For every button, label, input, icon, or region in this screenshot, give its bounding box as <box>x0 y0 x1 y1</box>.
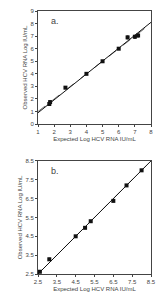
svg-text:8: 8 <box>149 129 153 135</box>
svg-text:7.5: 7.5 <box>25 177 34 183</box>
svg-text:3: 3 <box>30 83 34 89</box>
svg-text:5: 5 <box>30 58 34 64</box>
svg-text:7: 7 <box>133 129 137 135</box>
svg-text:5.5: 5.5 <box>25 215 34 221</box>
svg-text:6: 6 <box>30 46 34 52</box>
svg-text:2.5: 2.5 <box>25 271 34 277</box>
svg-text:b.: b. <box>51 166 59 176</box>
svg-text:4.5: 4.5 <box>25 233 34 239</box>
svg-text:0: 0 <box>30 121 34 127</box>
svg-text:8.5: 8.5 <box>25 158 34 164</box>
svg-text:1: 1 <box>30 109 34 115</box>
svg-text:6: 6 <box>117 129 121 135</box>
svg-text:5.5: 5.5 <box>90 279 99 285</box>
svg-text:a.: a. <box>51 16 59 26</box>
svg-text:2: 2 <box>52 129 56 135</box>
svg-text:Expected Log HCV RNA IU/mL: Expected Log HCV RNA IU/mL <box>53 136 136 142</box>
svg-text:8: 8 <box>30 21 34 27</box>
svg-text:7.5: 7.5 <box>128 279 137 285</box>
svg-text:9: 9 <box>30 8 34 14</box>
svg-text:4: 4 <box>85 129 89 135</box>
svg-text:5: 5 <box>101 129 105 135</box>
svg-text:1: 1 <box>36 129 40 135</box>
svg-text:Observed HCV RNA Log IU/mL: Observed HCV RNA Log IU/mL <box>22 25 28 109</box>
svg-text:7: 7 <box>30 33 34 39</box>
svg-text:3.5: 3.5 <box>53 279 62 285</box>
svg-text:8.5: 8.5 <box>147 279 156 285</box>
svg-text:2.5: 2.5 <box>34 279 43 285</box>
svg-text:Observed HCV RNA Log IU/mL: Observed HCV RNA Log IU/mL <box>17 175 23 259</box>
svg-text:2: 2 <box>30 96 34 102</box>
svg-text:3: 3 <box>69 129 73 135</box>
svg-text:4.5: 4.5 <box>71 279 80 285</box>
svg-text:6.5: 6.5 <box>25 196 34 202</box>
svg-text:Expected Log HCV RNA IU/mL: Expected Log HCV RNA IU/mL <box>53 286 136 292</box>
svg-text:4: 4 <box>30 71 34 77</box>
svg-text:3.5: 3.5 <box>25 252 34 258</box>
svg-text:6.5: 6.5 <box>109 279 118 285</box>
